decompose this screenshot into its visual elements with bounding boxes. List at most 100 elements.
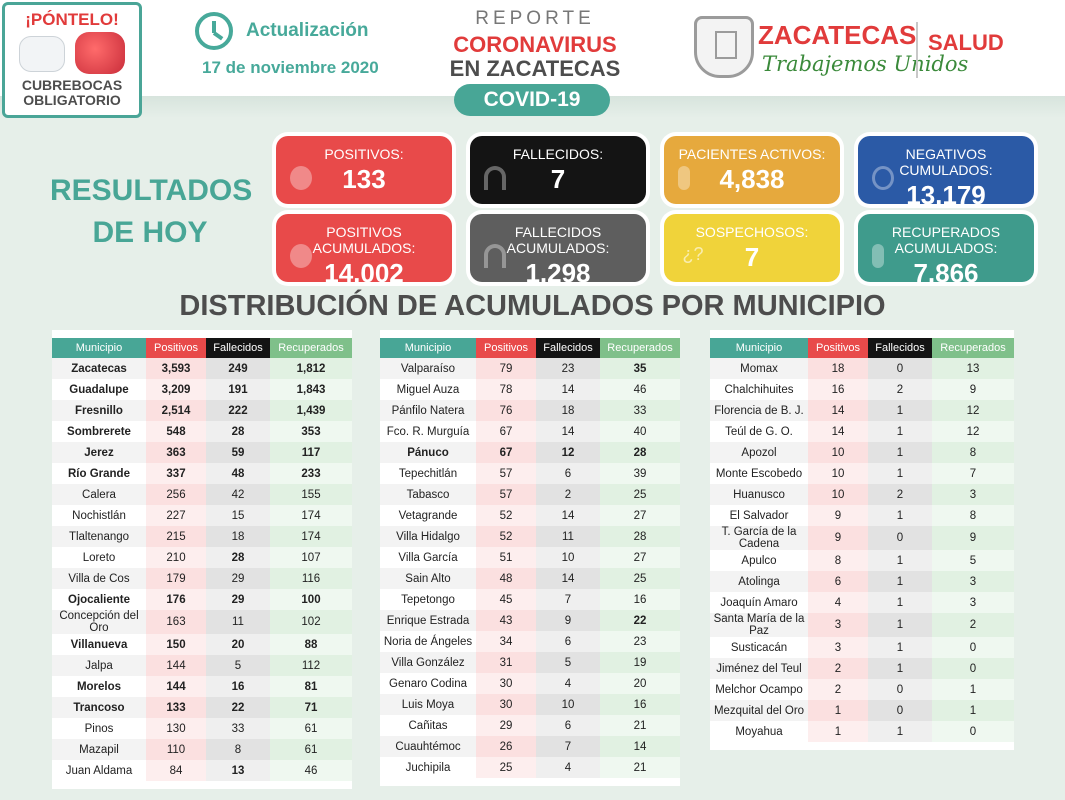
positivos-cell: 45 (476, 589, 536, 610)
table-row: Santa María de la Paz 3 1 2 (710, 613, 1014, 637)
ribbon-icon (484, 244, 506, 268)
fallecidos-cell: 2 (868, 484, 932, 505)
person-icon (872, 244, 884, 268)
municipio-cell: Miguel Auza (380, 379, 476, 400)
fallecidos-cell: 13 (206, 760, 270, 781)
clock-icon (195, 12, 233, 50)
fallecidos-cell: 29 (206, 589, 270, 610)
fallecidos-cell: 1 (868, 592, 932, 613)
positivos-cell: 227 (146, 505, 206, 526)
salud-logo: SALUD (928, 30, 1004, 55)
table-row: Fresnillo 2,514 222 1,439 (52, 400, 352, 421)
recuperados-cell: 19 (600, 652, 680, 673)
card-sospechosos: SOSPECHOSOS: 7 ¿? (664, 214, 840, 282)
recuperados-cell: 22 (600, 610, 680, 631)
card-value: 14,002 (324, 258, 404, 288)
fallecidos-cell: 1 (868, 463, 932, 484)
municipio-cell: Mazapil (52, 739, 146, 760)
fallecidos-cell: 29 (206, 568, 270, 589)
recuperados-cell: 5 (932, 550, 1014, 571)
fallecidos-cell: 5 (206, 655, 270, 676)
municipio-cell: Ojocaliente (52, 589, 146, 610)
table-row: Villa González 31 5 19 (380, 652, 680, 673)
recuperados-cell: 8 (932, 505, 1014, 526)
municipio-cell: Moyahua (710, 721, 808, 742)
recuperados-cell: 16 (600, 589, 680, 610)
card-label: POSITIVOS: (324, 146, 404, 162)
municipio-cell: Valparaíso (380, 358, 476, 379)
table-row: El Salvador 9 1 8 (710, 505, 1014, 526)
recuperados-cell: 107 (270, 547, 352, 568)
table-row: Villa García 51 10 27 (380, 547, 680, 568)
table-row: Pánuco 67 12 28 (380, 442, 680, 463)
check-icon (872, 166, 894, 190)
table-row: Villa Hidalgo 52 11 28 (380, 526, 680, 547)
table-row: Moyahua 1 1 0 (710, 721, 1014, 742)
positivos-cell: 18 (808, 358, 868, 379)
positivos-cell: 2 (808, 658, 868, 679)
positivos-cell: 10 (808, 442, 868, 463)
card-value: 13,179 (906, 180, 986, 210)
positivos-cell: 76 (476, 400, 536, 421)
fallecidos-cell: 28 (206, 547, 270, 568)
positivos-cell: 84 (146, 760, 206, 781)
column-header: Municipio (52, 338, 146, 358)
table-row: Loreto 210 28 107 (52, 547, 352, 568)
recuperados-cell: 7 (932, 463, 1014, 484)
recuperados-cell: 25 (600, 484, 680, 505)
column-header: Municipio (710, 338, 808, 358)
table-row: Cañitas 29 6 21 (380, 715, 680, 736)
table-row: Villa de Cos 179 29 116 (52, 568, 352, 589)
table-row: Mezquital del Oro 1 0 1 (710, 700, 1014, 721)
recuperados-cell: 20 (600, 673, 680, 694)
card-positivos-acumulados: POSITIVOS ACUMULADOS: 14,002 (276, 214, 452, 288)
recuperados-cell: 12 (932, 421, 1014, 442)
positivos-cell: 31 (476, 652, 536, 673)
fallecidos-cell: 6 (536, 463, 600, 484)
fallecidos-cell: 42 (206, 484, 270, 505)
municipio-cell: Enrique Estrada (380, 610, 476, 631)
table-row: Joaquín Amaro 4 1 3 (710, 592, 1014, 613)
table-body: Valparaíso 79 23 35 Miguel Auza 78 14 46 Pánfilo… (380, 358, 680, 778)
fallecidos-cell: 1 (868, 658, 932, 679)
table-row: Melchor Ocampo 2 0 1 (710, 679, 1014, 700)
positivos-cell: 9 (808, 505, 868, 526)
municipio-cell: Jalpa (52, 655, 146, 676)
municipio-cell: Genaro Codina (380, 673, 476, 694)
fallecidos-cell: 2 (536, 484, 600, 505)
fallecidos-cell: 191 (206, 379, 270, 400)
positivos-cell: 57 (476, 463, 536, 484)
positivos-cell: 3,593 (146, 358, 206, 379)
municipio-cell: Tlaltenango (52, 526, 146, 547)
card-label: POSITIVOS ACUMULADOS: (312, 224, 416, 256)
table-row: Juchipila 25 4 21 (380, 757, 680, 778)
recuperados-cell: 27 (600, 505, 680, 526)
recuperados-cell: 21 (600, 715, 680, 736)
recuperados-cell: 1 (932, 700, 1014, 721)
pontelo-title: ¡PÓNTELO! (25, 10, 119, 29)
virus-icon (290, 166, 312, 190)
municipio-cell: Tabasco (380, 484, 476, 505)
recuperados-cell: 0 (932, 637, 1014, 658)
fallecidos-cell: 1 (868, 421, 932, 442)
positivos-cell: 3,209 (146, 379, 206, 400)
masks-image (5, 32, 139, 76)
municipio-cell: Cuauhtémoc (380, 736, 476, 757)
column-header: Fallecidos (536, 338, 600, 358)
positivos-cell: 30 (476, 694, 536, 715)
municipio-cell: Apozol (710, 442, 808, 463)
recuperados-cell: 174 (270, 505, 352, 526)
municipio-cell: Fco. R. Murguía (380, 421, 476, 442)
fallecidos-cell: 15 (206, 505, 270, 526)
table-row: Apulco 8 1 5 (710, 550, 1014, 571)
card-label: FALLECIDOS: (512, 146, 604, 162)
recuperados-cell: 1 (932, 679, 1014, 700)
table-row: Vetagrande 52 14 27 (380, 505, 680, 526)
table-row: T. García de la Cadena 9 0 9 (710, 526, 1014, 550)
municipio-cell: Momax (710, 358, 808, 379)
recuperados-cell: 117 (270, 442, 352, 463)
table-row: Luis Moya 30 10 16 (380, 694, 680, 715)
card-label: RECUPERADOS ACUMULADOS: (891, 224, 1001, 256)
table-row: Tepechitlán 57 6 39 (380, 463, 680, 484)
table-row: Susticacán 3 1 0 (710, 637, 1014, 658)
